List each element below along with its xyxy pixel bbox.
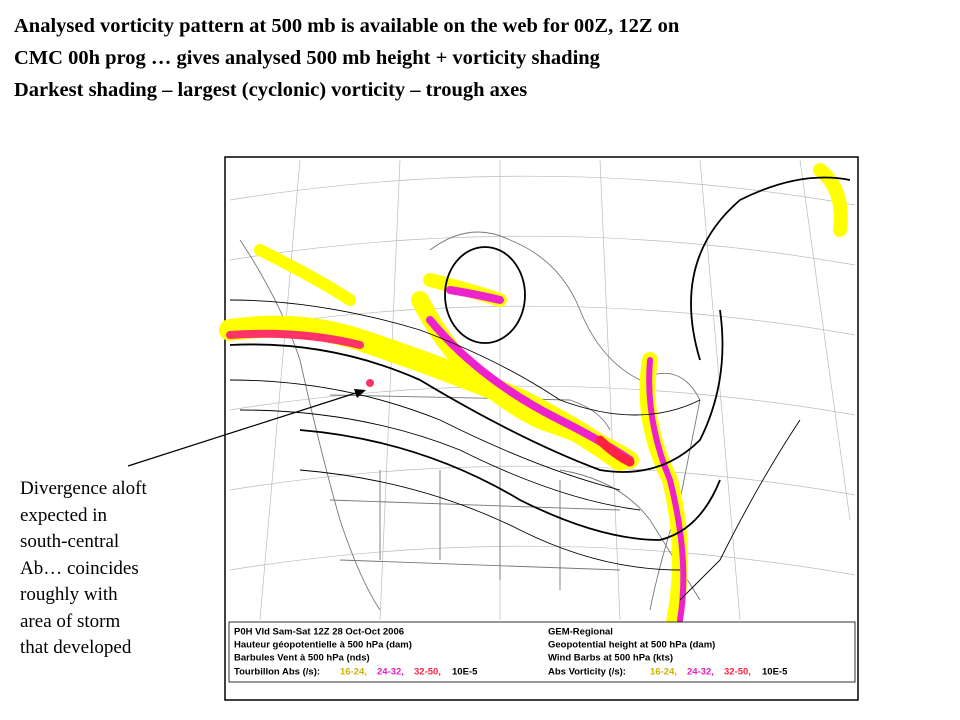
annotation-line: Ab… coincides xyxy=(20,557,139,579)
legend-range: 32-50, xyxy=(724,667,751,678)
title-line: Analysed vorticity pattern at 500 mb is … xyxy=(14,15,680,37)
annotation-line: roughly with xyxy=(20,584,118,605)
arrow xyxy=(127,389,366,467)
annotation: Divergence aloft expected in south-centr… xyxy=(20,476,147,662)
legend-text: 10E-5 xyxy=(762,667,788,678)
annotation-line: Divergence aloft xyxy=(20,478,147,499)
legend-text: 10E-5 xyxy=(452,667,478,678)
legend-text: Barbules Vent à 500 hPa (nds) xyxy=(234,653,370,664)
annotation-line: expected in xyxy=(20,504,108,526)
legend-text: P0H Vld Sam-Sat 12Z 28 Oct-Oct 2006 xyxy=(234,627,404,638)
weather-map xyxy=(219,156,859,701)
title-line: CMC 00h prog … gives analysed 500 mb hei… xyxy=(14,47,600,69)
legend-range: 24-32, xyxy=(687,667,714,678)
legend-range: 32-50, xyxy=(414,667,441,678)
legend-range: 16-24, xyxy=(340,667,367,678)
legend-text: Geopotential height at 500 hPa (dam) xyxy=(548,640,715,651)
legend-text: Hauteur géopotentielle à 500 hPa (dam) xyxy=(234,640,412,651)
legend-range: 24-32, xyxy=(377,667,404,678)
legend-text: Abs Vorticity (/s): xyxy=(548,667,626,678)
title-line: Darkest shading – largest (cyclonic) vor… xyxy=(14,79,528,101)
annotation-line: area of storm xyxy=(20,610,121,632)
annotation-line: that developed xyxy=(20,637,132,658)
annotation-line: south-central xyxy=(20,531,120,552)
legend-range: 16-24, xyxy=(650,667,677,678)
title: Analysed vorticity pattern at 500 mb is … xyxy=(14,10,679,106)
legend-text: Tourbillon Abs (/s): xyxy=(234,667,320,678)
legend-text: GEM-Regional xyxy=(548,627,613,638)
legend-text: Wind Barbs at 500 hPa (kts) xyxy=(548,653,673,664)
